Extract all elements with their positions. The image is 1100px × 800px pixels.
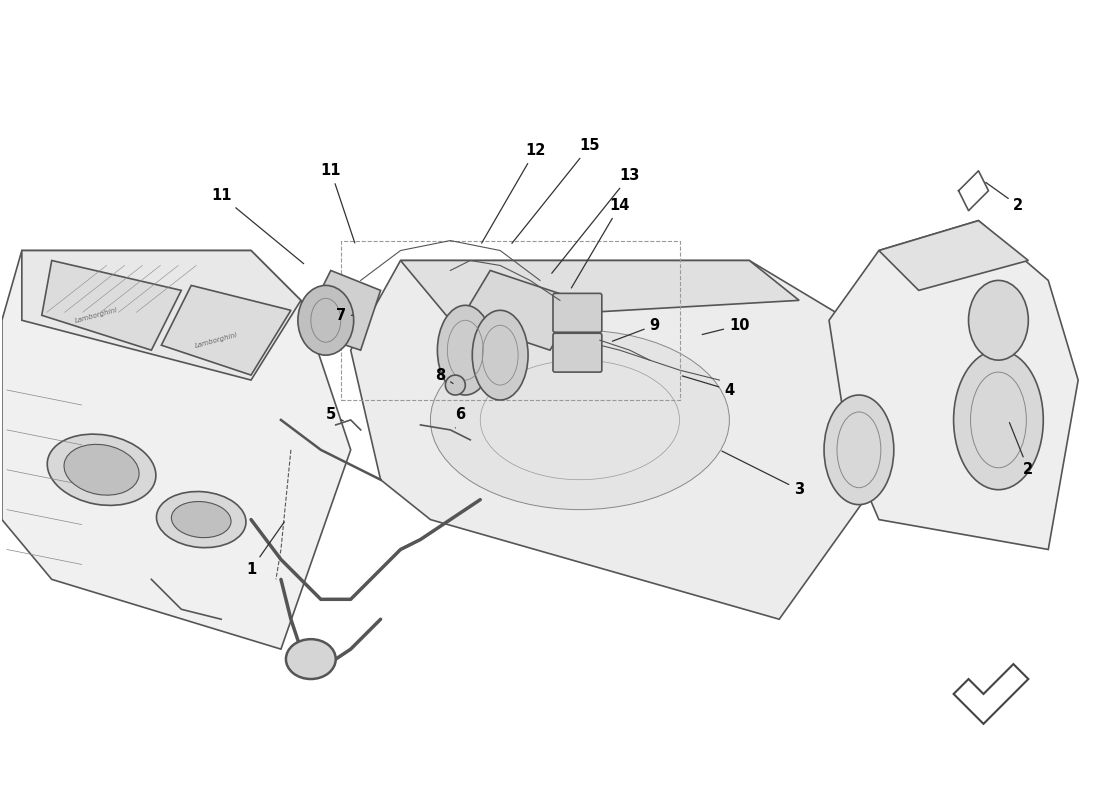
Text: 12: 12 [482, 143, 546, 243]
Ellipse shape [438, 306, 493, 395]
Text: 1: 1 [246, 522, 284, 577]
Polygon shape [42, 261, 182, 350]
Text: 9: 9 [613, 318, 660, 342]
Text: 3: 3 [722, 451, 804, 497]
Ellipse shape [298, 286, 354, 355]
Polygon shape [22, 250, 301, 380]
Ellipse shape [446, 375, 465, 395]
Polygon shape [162, 286, 290, 375]
Ellipse shape [64, 444, 139, 495]
Polygon shape [829, 221, 1078, 550]
Ellipse shape [824, 395, 894, 505]
Ellipse shape [286, 639, 336, 679]
Ellipse shape [172, 502, 231, 538]
Polygon shape [301, 270, 381, 350]
Polygon shape [954, 664, 1028, 724]
Text: 15: 15 [512, 138, 601, 243]
FancyBboxPatch shape [553, 294, 602, 332]
Text: 11: 11 [211, 188, 304, 264]
Text: 6: 6 [455, 407, 465, 428]
Text: 2: 2 [986, 182, 1023, 213]
Text: 4: 4 [682, 376, 735, 398]
Ellipse shape [472, 310, 528, 400]
Text: 7: 7 [336, 308, 353, 322]
Ellipse shape [430, 330, 729, 510]
FancyBboxPatch shape [553, 334, 602, 372]
Polygon shape [879, 221, 1028, 290]
Text: 5: 5 [326, 407, 343, 422]
Ellipse shape [954, 350, 1043, 490]
Text: 10: 10 [702, 318, 749, 334]
Text: Lamborghini: Lamborghini [75, 306, 119, 324]
Text: 11: 11 [320, 163, 355, 243]
Ellipse shape [47, 434, 156, 506]
Polygon shape [351, 261, 879, 619]
Text: 13: 13 [552, 168, 640, 274]
Polygon shape [2, 250, 351, 649]
Text: Lamborghini: Lamborghini [194, 332, 239, 349]
Text: 2: 2 [1010, 422, 1033, 478]
Text: 8: 8 [436, 367, 453, 383]
Polygon shape [400, 261, 799, 320]
Text: 14: 14 [571, 198, 630, 288]
Polygon shape [460, 270, 580, 350]
Ellipse shape [156, 491, 246, 548]
Ellipse shape [968, 281, 1028, 360]
